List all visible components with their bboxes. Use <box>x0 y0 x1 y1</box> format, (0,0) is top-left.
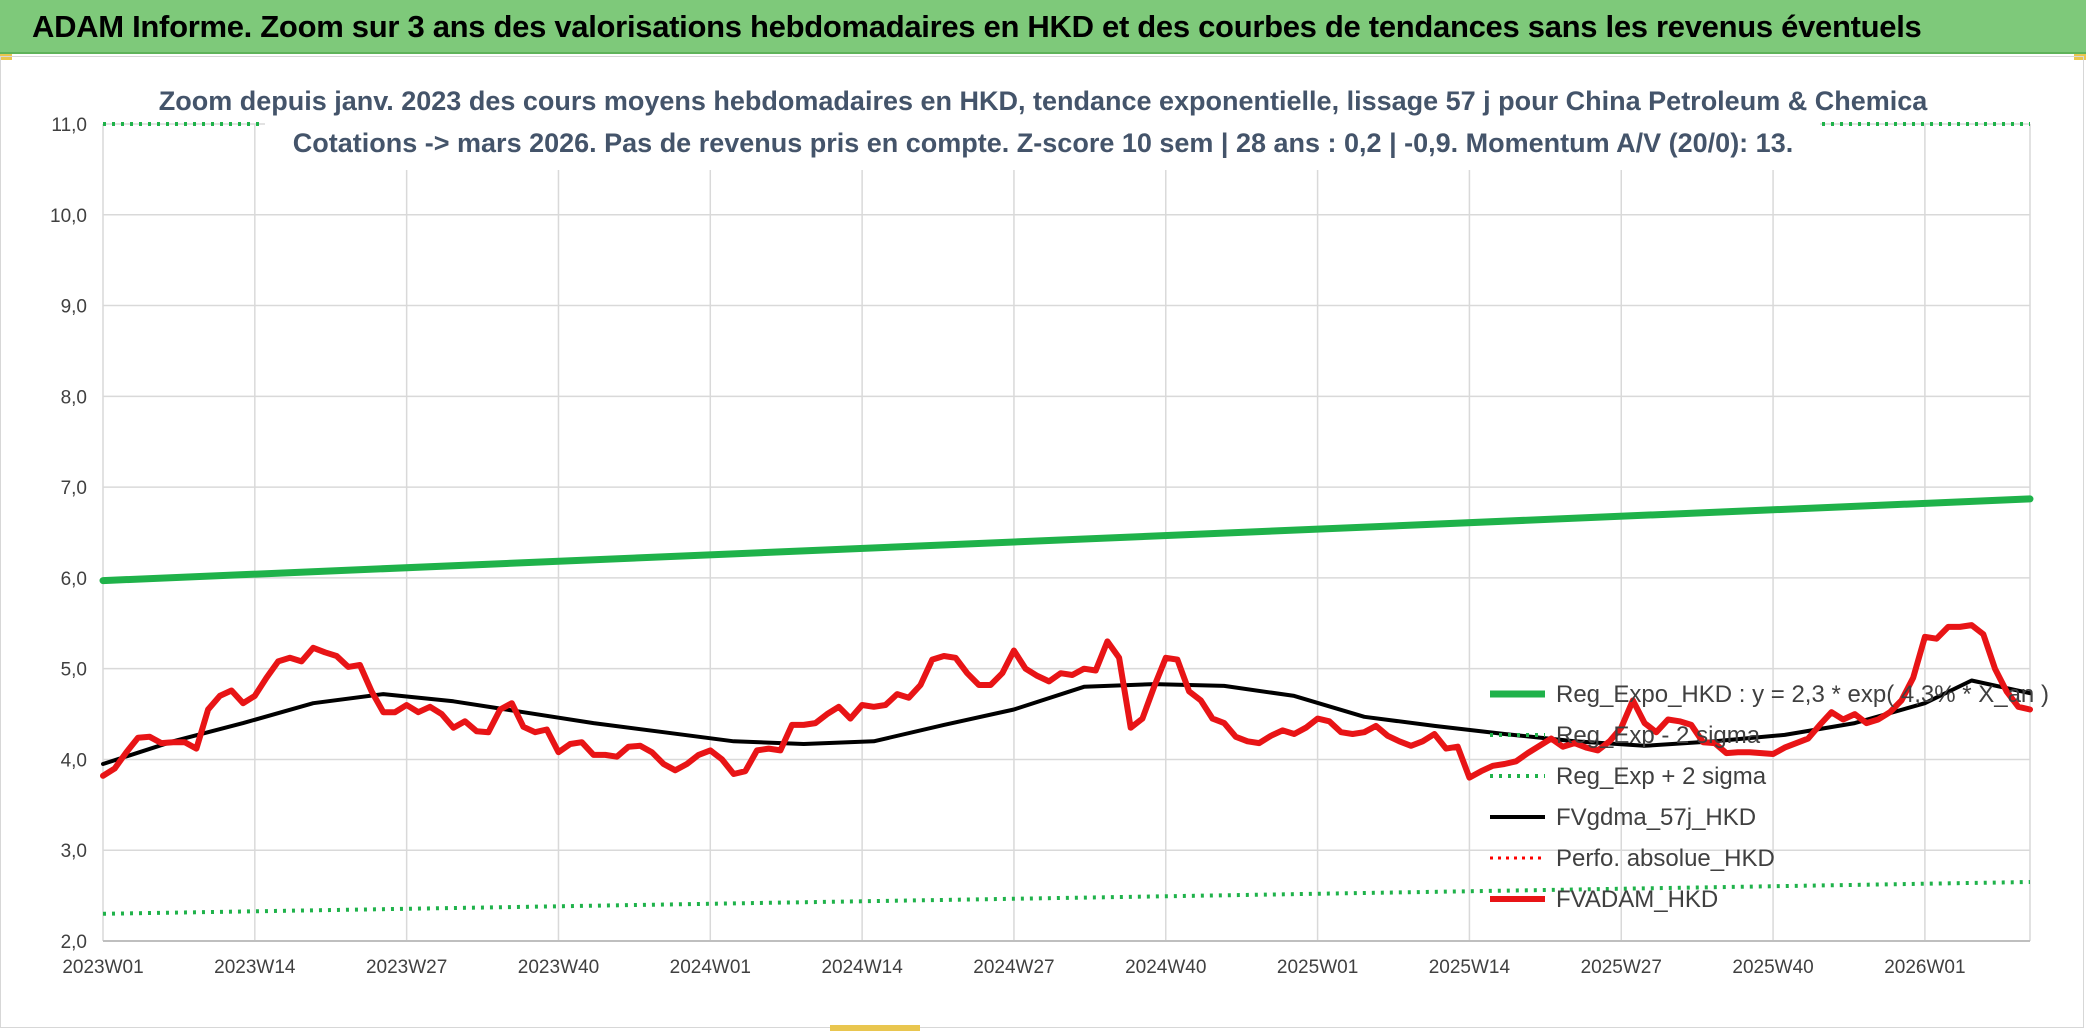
y-tick-label: 8,0 <box>61 387 87 408</box>
legend-label: Perfo. absolue_HKD <box>1556 845 1775 872</box>
corner-mark-right <box>2074 54 2086 60</box>
x-tick-label: 2023W01 <box>62 957 143 978</box>
legend-label: Reg_Exp - 2 sigma <box>1556 722 1761 749</box>
chart-titles: Zoom depuis janv. 2023 des cours moyens … <box>159 80 1928 170</box>
x-tick-label: 2023W14 <box>214 957 296 978</box>
y-tick-label: 5,0 <box>61 660 87 681</box>
x-tick-label: 2024W40 <box>1125 957 1206 978</box>
series-line-reg-expo-hkd-y-2-3-exp-4-3-x-an <box>99 495 2034 585</box>
legend-label: FVgdma_57j_HKD <box>1556 804 1756 831</box>
header-bar: ADAM Informe. Zoom sur 3 ans des valoris… <box>0 0 2086 54</box>
x-tick-label: 2024W27 <box>973 957 1054 978</box>
chart-title: Zoom depuis janv. 2023 des cours moyens … <box>159 86 1928 116</box>
chart-subtitle: Cotations -> mars 2026. Pas de revenus p… <box>293 128 1793 158</box>
page-title: ADAM Informe. Zoom sur 3 ans des valoris… <box>32 9 1922 44</box>
y-tick-label: 7,0 <box>61 478 87 499</box>
series-line-fvgdma-57j-hkd <box>101 678 2032 766</box>
legend-label: Reg_Exp + 2 sigma <box>1556 763 1767 790</box>
x-tick-label: 2026W01 <box>1884 957 1965 978</box>
y-tick-label: 3,0 <box>61 841 87 862</box>
bottom-mark <box>830 1025 920 1031</box>
legend-label: Reg_Expo_HKD : y = 2,3 * exp( 4,3% * X_a… <box>1556 681 2049 708</box>
grid <box>102 123 2031 942</box>
x-tick-label: 2025W01 <box>1277 957 1358 978</box>
series-line-fvadam-hkd <box>100 622 2033 781</box>
y-tick-label: 2,0 <box>61 932 87 953</box>
chart-frame <box>0 56 2084 1028</box>
axes: 2,0 3,0 4,0 5,0 6,0 7,0 8,0 9,0 10,0 11,0 2023W01 2… <box>50 115 2030 978</box>
x-tick-label: 2024W14 <box>821 957 903 978</box>
series-layer <box>99 122 2034 916</box>
x-tick-label: 2025W40 <box>1732 957 1813 978</box>
x-tick-label: 2024W01 <box>670 957 751 978</box>
legend-label: FVADAM_HKD <box>1556 886 1718 913</box>
y-tick-label: 9,0 <box>61 297 87 318</box>
y-tick-label: 6,0 <box>61 569 87 590</box>
y-tick-label: 10,0 <box>50 206 87 227</box>
subtitle-backdrop <box>265 80 1820 170</box>
legend: Reg_Expo_HKD : y = 2,3 * exp( 4,3% * X_a… <box>1490 681 2049 913</box>
x-tick-label: 2025W27 <box>1581 957 1662 978</box>
x-tick-label: 2023W27 <box>366 957 447 978</box>
x-tick-label: 2025W14 <box>1429 957 1511 978</box>
x-tick-label: 2023W40 <box>518 957 599 978</box>
y-tick-label: 4,0 <box>61 750 87 771</box>
series-line-reg-exp-2-sigma <box>102 880 2031 916</box>
y-tick-label: 11,0 <box>51 115 87 136</box>
corner-mark-left <box>0 54 12 60</box>
